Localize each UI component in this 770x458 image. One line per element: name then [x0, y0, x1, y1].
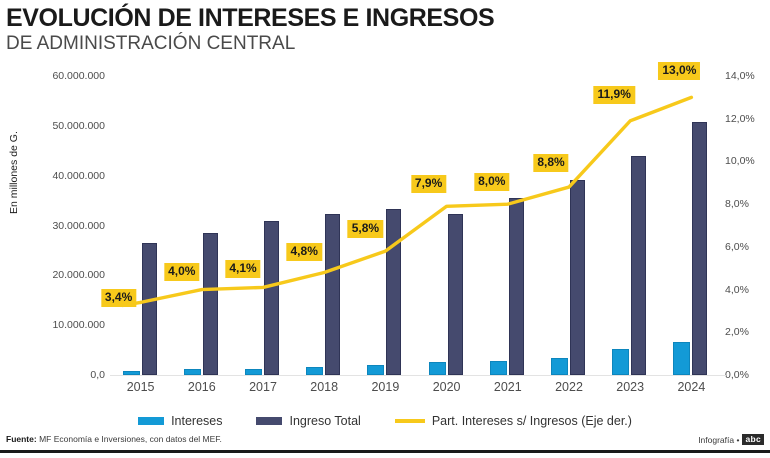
- y-tick-label: 0,0: [90, 369, 105, 381]
- y-axis-left: 0,0 10.000.000 20.000.000 30.000.000 40.000.…: [25, 64, 105, 381]
- x-tick-label: 2020: [432, 380, 461, 394]
- bar-intereses: [673, 341, 691, 375]
- x-tick-label: 2021: [493, 380, 522, 394]
- abc-logo: abc: [742, 434, 764, 445]
- x-tick-label: 2015: [126, 380, 155, 394]
- bar-intereses: [122, 370, 140, 375]
- footer: Fuente: MF Economía e Inversiones, con d…: [0, 432, 770, 458]
- y-tick-label: 30.000.000: [52, 219, 105, 232]
- legend-label: Intereses: [171, 414, 223, 428]
- y-tick-label: 10.000.000: [52, 319, 105, 332]
- chart-area: En millones de G. 0,0 10.000.000 20.000.00…: [0, 62, 770, 404]
- y2-tick-label: 6,0%: [725, 240, 749, 253]
- legend-label: Part. Intereses s/ Ingresos (Eje der.): [431, 414, 632, 428]
- y-tick-label: 60.000.000: [52, 70, 105, 82]
- y-tick-label: 50.000.000: [52, 119, 105, 132]
- y2-tick-label: 8,0%: [725, 198, 749, 211]
- percent-callout: 5,8%: [347, 220, 384, 239]
- legend-label: Ingreso Total: [289, 414, 361, 428]
- source-text: MF Economía e Inversiones, con datos del…: [39, 434, 222, 444]
- percent-callout: 7,9%: [410, 175, 447, 194]
- x-tick-label: 2016: [187, 380, 216, 394]
- x-tick-label: 2018: [310, 380, 339, 394]
- bar-intereses: [183, 369, 201, 375]
- legend-bar-swatch: [138, 417, 165, 425]
- bar-ingreso-total: [692, 122, 708, 375]
- bar-group: [232, 76, 293, 375]
- bar-ingreso-total: [202, 233, 218, 375]
- x-tick-label: 2023: [616, 380, 645, 394]
- y2-tick-label: 2,0%: [725, 326, 749, 339]
- footer-divider: [0, 450, 770, 453]
- legend-item[interactable]: Part. Intereses s/ Ingresos (Eje der.): [394, 414, 632, 428]
- percent-callout: 3,4%: [100, 289, 137, 308]
- header: EVOLUCIÓN DE INTERESES E INGRESOS DE ADM…: [6, 4, 766, 56]
- bar-intereses: [550, 357, 568, 375]
- y2-tick-label: 14,0%: [725, 70, 755, 82]
- bar-group: [416, 76, 477, 375]
- bar-ingreso-total: [325, 213, 341, 375]
- bar-intereses: [244, 368, 262, 375]
- legend-bar-swatch: [256, 417, 283, 425]
- percent-line: [141, 97, 692, 302]
- percent-callout: 8,0%: [474, 173, 510, 192]
- percent-callout: 4,0%: [164, 262, 200, 281]
- y2-tick-label: 4,0%: [725, 283, 749, 296]
- bar-intereses: [428, 362, 446, 375]
- y-axis-right: 0,0% 2,0% 4,0% 6,0% 8,0% 10,0% 12,0% 14,0%: [725, 64, 770, 381]
- percent-callout: 4,1%: [225, 260, 261, 279]
- x-tick-label: 2022: [555, 380, 583, 394]
- bar-group: [477, 76, 538, 375]
- bar-intereses: [306, 367, 324, 375]
- percent-callout: 11,9%: [593, 85, 635, 104]
- bar-ingreso-total: [508, 198, 524, 375]
- bar-group: [661, 76, 722, 375]
- legend-line-swatch: [394, 419, 425, 423]
- legend-item[interactable]: Ingreso Total: [256, 414, 361, 428]
- credit: Infografía • abc: [698, 434, 764, 445]
- percent-line-series: [110, 76, 722, 375]
- bar-group: [110, 76, 171, 375]
- bar-intereses: [489, 360, 507, 375]
- x-tick-label: 2017: [249, 380, 277, 394]
- bar-group: [355, 76, 416, 375]
- source-note: Fuente: MF Economía e Inversiones, con d…: [6, 434, 222, 444]
- bar-intereses: [612, 349, 630, 375]
- credit-label: Infografía •: [698, 434, 740, 445]
- y2-tick-label: 0,0%: [725, 369, 749, 381]
- bar-ingreso-total: [631, 156, 647, 375]
- bar-intereses: [367, 365, 385, 375]
- bar-ingreso-total: [386, 208, 402, 375]
- bar-ingreso-total: [447, 213, 463, 375]
- bar-ingreso-total: [569, 180, 585, 375]
- bar-ingreso-total: [263, 220, 279, 375]
- chart-legend: Intereses Ingreso Total Part. Intereses s/…: [0, 411, 770, 431]
- page-subtitle: DE ADMINISTRACIÓN CENTRAL: [6, 33, 296, 54]
- axis-baseline: [110, 375, 726, 376]
- y-tick-label: 40.000.000: [52, 169, 105, 182]
- percent-callout: 4,8%: [286, 243, 322, 262]
- y-tick-label: 20.000.000: [52, 269, 105, 282]
- legend-item[interactable]: Intereses: [138, 414, 222, 428]
- y2-tick-label: 12,0%: [725, 112, 755, 125]
- y-axis-title: En millones de G.: [8, 131, 20, 214]
- x-tick-label: 2019: [371, 380, 400, 394]
- percent-callout: 13,0%: [658, 62, 701, 81]
- bar-group: [538, 76, 599, 375]
- bar-ingreso-total: [141, 242, 157, 375]
- x-tick-label: 2024: [677, 380, 706, 394]
- bar-group: [294, 76, 355, 375]
- percent-callout: 8,8%: [533, 154, 569, 173]
- y2-tick-label: 10,0%: [725, 155, 755, 168]
- page-title: EVOLUCIÓN DE INTERESES E INGRESOS: [6, 4, 495, 32]
- bar-group: [171, 76, 232, 375]
- bar-group: [600, 76, 661, 375]
- plot-bars: [110, 76, 722, 375]
- source-prefix: Fuente:: [6, 434, 37, 444]
